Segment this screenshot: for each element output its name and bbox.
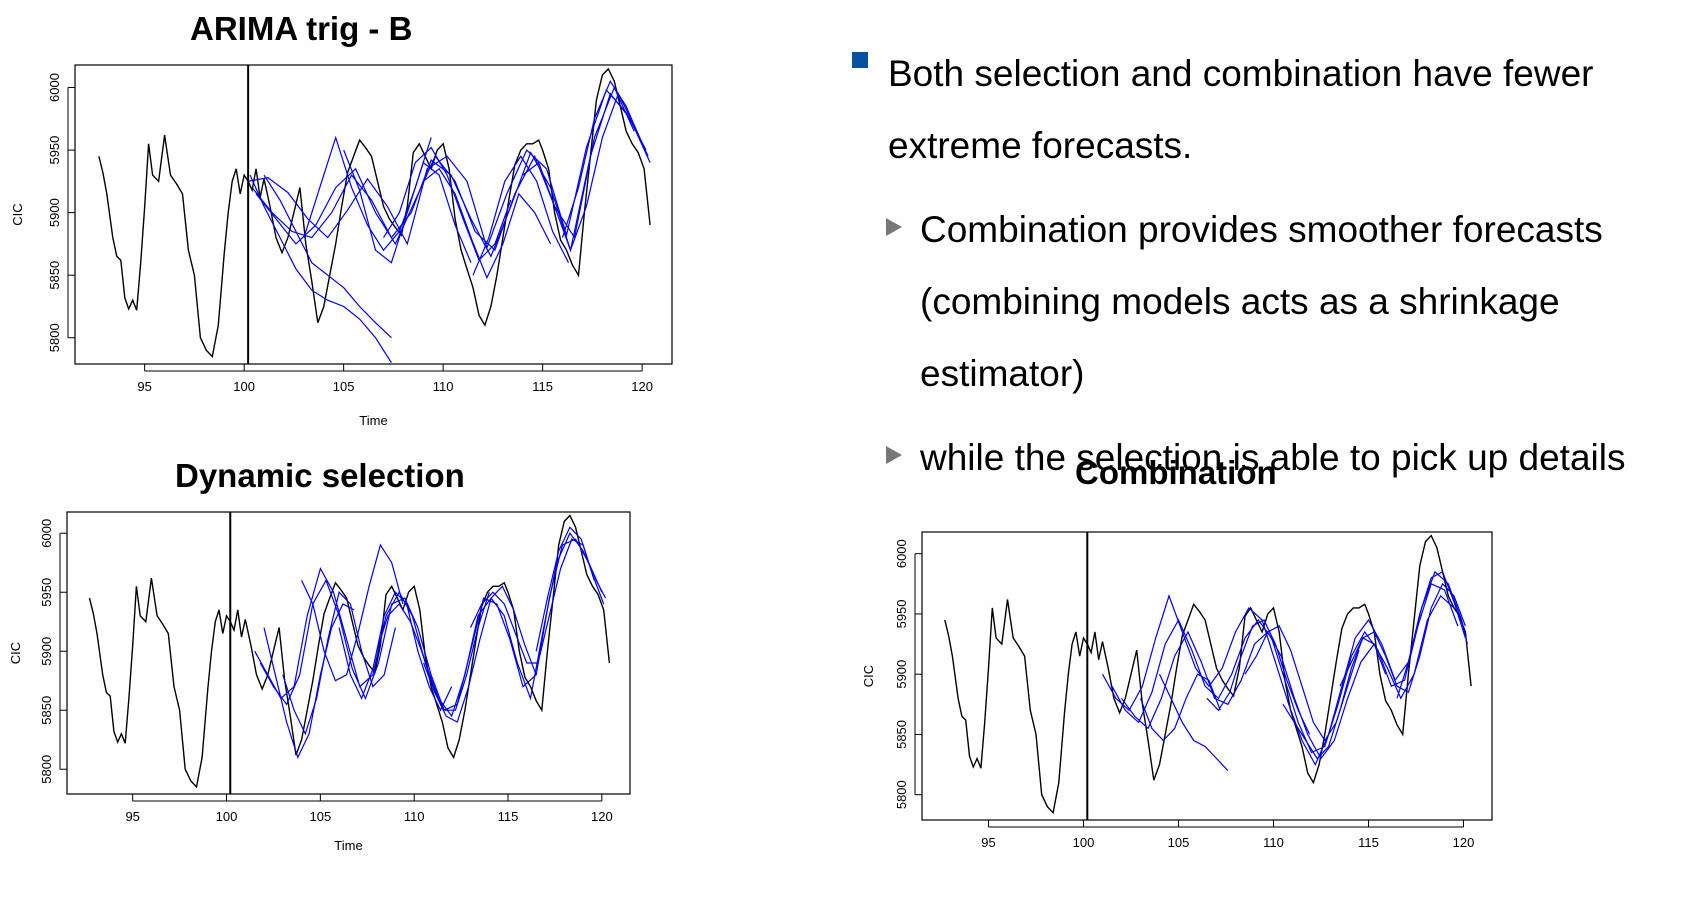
x-tick-label: 95 — [137, 379, 151, 394]
forecast-series-line — [1339, 582, 1466, 694]
actual-series-line — [88, 514, 611, 789]
y-tick-label: 5800 — [39, 755, 54, 784]
x-tick-label: 105 — [309, 809, 331, 824]
forecast-series-line — [263, 603, 355, 760]
forecast-series-line — [423, 585, 537, 723]
chart-title-dynamic-selection: Dynamic selection — [175, 457, 465, 494]
forecast-series-line — [338, 591, 453, 712]
bullet-sub-selection: while the selection is able to pick up d… — [850, 422, 1680, 494]
y-tick-label: 5850 — [39, 696, 54, 725]
x-tick-label: 115 — [1358, 835, 1379, 850]
forecast-series-line — [382, 146, 512, 262]
x-tick-label: 100 — [1073, 835, 1095, 850]
y-axis-label: CIC — [8, 642, 23, 664]
x-tick-label: 120 — [631, 379, 653, 394]
x-tick-label: 95 — [981, 835, 995, 850]
triangle-bullet-icon — [886, 446, 902, 464]
y-axis-label: CIC — [10, 203, 25, 225]
x-tick-label: 120 — [591, 809, 613, 824]
forecast-series-line — [282, 590, 396, 736]
y-tick-label: 5950 — [894, 599, 909, 628]
bullet-sub-text: Combination provides smoother forecasts … — [920, 209, 1603, 394]
forecast-series-line — [1206, 619, 1311, 735]
plot-frame — [66, 511, 631, 795]
chart-title-combination: Combination — [1075, 454, 1277, 491]
y-tick-label: 5900 — [47, 198, 62, 227]
y-tick-label: 6000 — [39, 519, 54, 548]
forecast-series-line — [1282, 637, 1387, 760]
chart-title-arima: ARIMA trig - B — [190, 10, 413, 47]
plot-frame — [921, 531, 1493, 821]
forecast-series-line — [561, 80, 643, 238]
y-tick-label: 5950 — [47, 136, 62, 165]
actual-series-line — [944, 534, 1472, 815]
x-tick-label: 100 — [216, 809, 238, 824]
bullet-main: Both selection and combination have fewe… — [850, 38, 1680, 182]
bullet-list: Both selection and combination have fewe… — [850, 38, 1680, 494]
forecast-series-line — [255, 85, 635, 252]
forecast-series-line — [1158, 673, 1229, 772]
x-axis-label: Time — [334, 838, 362, 853]
forecast-series-line — [1111, 582, 1459, 754]
forecast-series-line — [472, 155, 570, 276]
x-tick-label: 115 — [498, 809, 519, 824]
plot-area — [88, 512, 611, 794]
bullet-main-text: Both selection and combination have fewe… — [888, 53, 1594, 166]
triangle-bullet-icon — [886, 218, 902, 236]
forecast-series-line — [263, 174, 392, 339]
x-tick-label: 105 — [1168, 835, 1190, 850]
forecast-series-line — [247, 88, 647, 250]
y-axis-label: CIC — [861, 665, 876, 687]
x-tick-label: 100 — [233, 379, 255, 394]
forecast-series-line — [251, 92, 651, 258]
x-axis-label: Time — [359, 413, 387, 428]
forecast-series-line — [422, 167, 552, 280]
forecast-series-line — [1139, 673, 1221, 742]
x-tick-label: 115 — [532, 379, 553, 394]
y-tick-label: 5800 — [47, 323, 62, 352]
forecast-series-line — [522, 92, 649, 252]
y-tick-label: 5950 — [39, 578, 54, 607]
x-tick-label: 110 — [1263, 835, 1284, 850]
y-tick-label: 5900 — [894, 660, 909, 689]
chart-dynamic-selection: 95 100 105 110 115 120 5800 5850 5900 5950 6000 Tim… — [8, 511, 631, 853]
plot-frame — [74, 64, 673, 365]
x-tick-label: 120 — [1453, 835, 1475, 850]
x-tick-label: 95 — [125, 809, 139, 824]
forecast-series-line — [301, 543, 404, 682]
x-tick-label: 110 — [404, 809, 425, 824]
y-tick-label: 5850 — [47, 261, 62, 290]
forecast-series-line — [259, 538, 603, 712]
y-tick-label: 5900 — [39, 637, 54, 666]
forecast-series-line — [343, 149, 472, 264]
forecast-series-line — [1396, 570, 1466, 699]
chart-arima: 95 100 105 110 115 120 5800 5850 5900 5950 6000 Tim… — [10, 64, 673, 428]
x-tick-label: 110 — [433, 379, 454, 394]
plot-area — [98, 65, 651, 364]
plot-area — [944, 532, 1472, 820]
forecast-series-line — [535, 526, 605, 652]
x-tick-label: 105 — [333, 379, 355, 394]
square-bullet-icon — [852, 52, 868, 68]
bullet-sub-combination: Combination provides smoother forecasts … — [850, 194, 1680, 410]
y-tick-label: 6000 — [47, 73, 62, 102]
y-tick-label: 6000 — [894, 539, 909, 568]
y-tick-label: 5800 — [894, 780, 909, 809]
forecast-series-line — [249, 174, 392, 364]
bullet-sub-text: while the selection is able to pick up d… — [920, 437, 1626, 478]
forecast-series-line — [469, 538, 595, 664]
y-tick-label: 5850 — [894, 720, 909, 749]
